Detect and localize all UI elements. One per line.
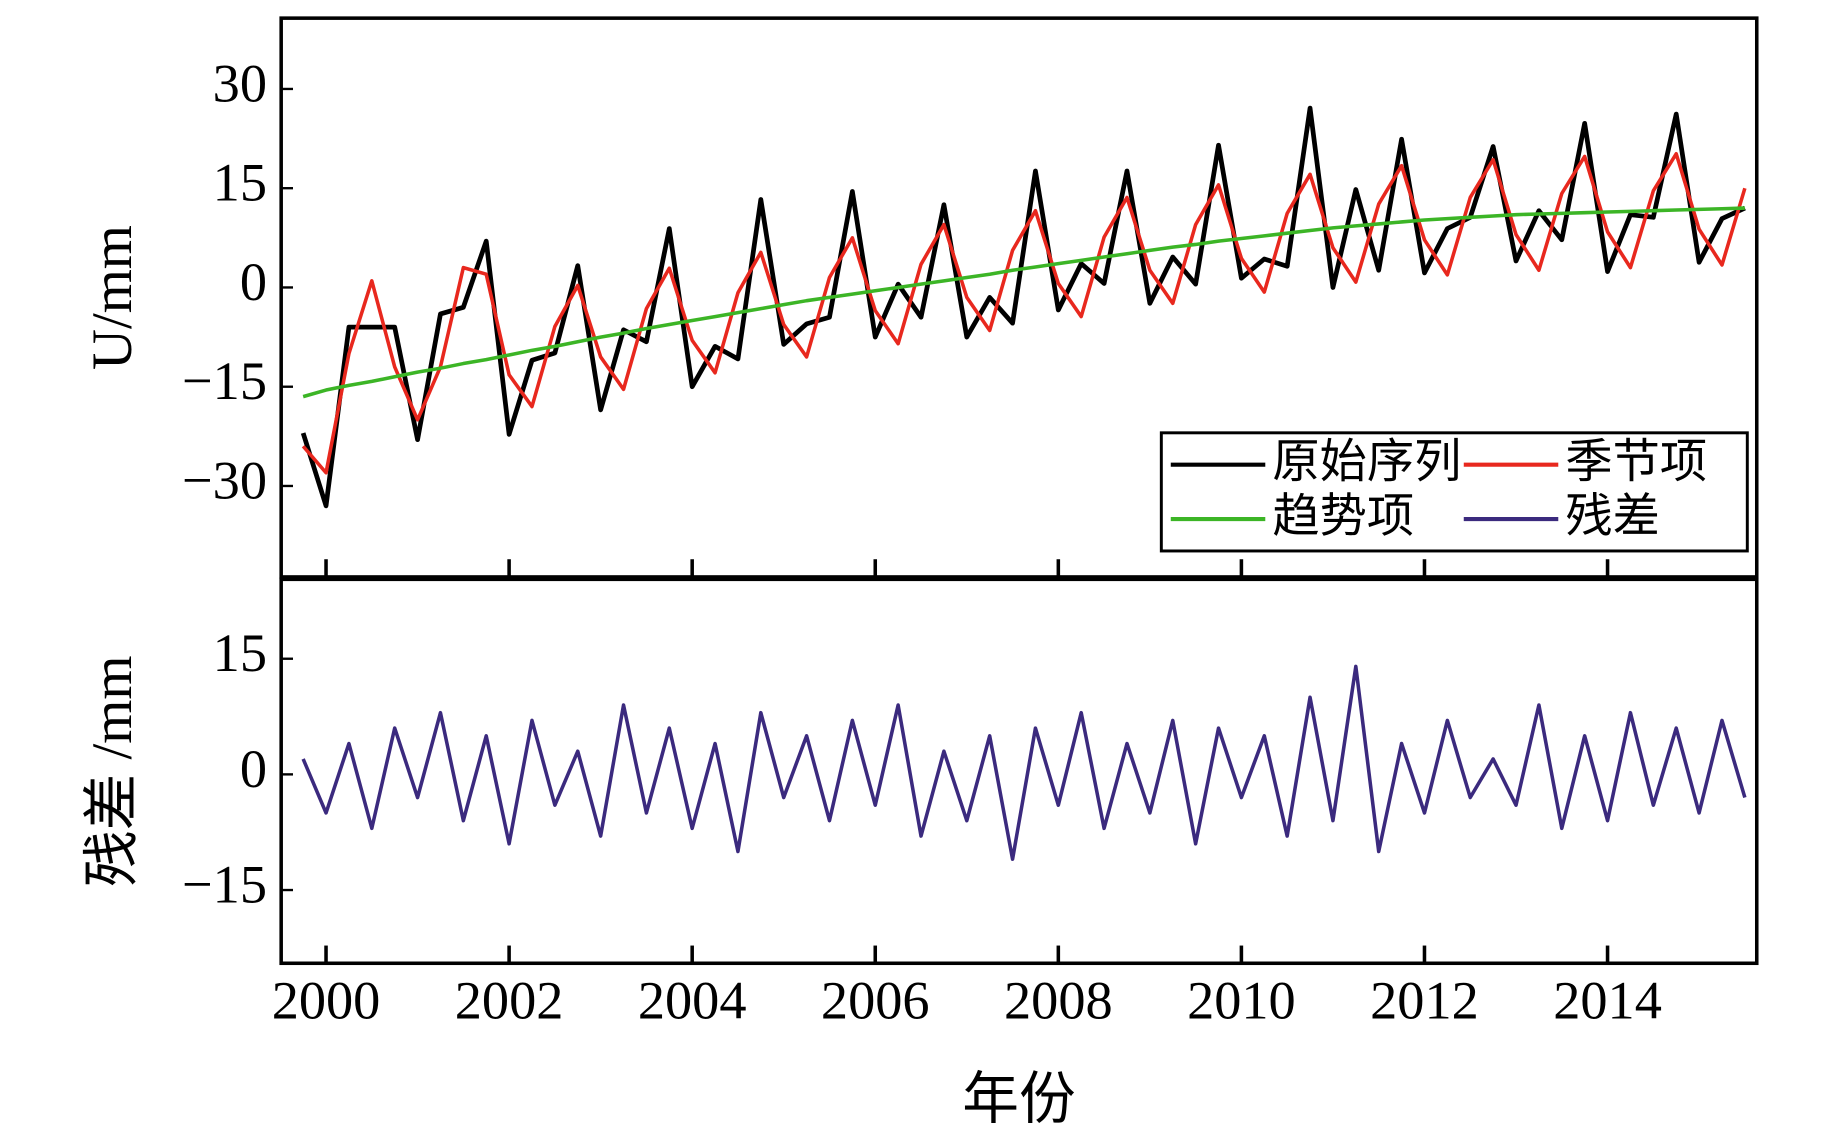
y-axis-label: U/mm: [81, 225, 144, 370]
x-tick-label: 2002: [455, 970, 564, 1030]
y-axis-label: 残差 /mm: [81, 656, 144, 887]
x-tick-label: 2014: [1553, 970, 1662, 1030]
y-tick-label: 0: [240, 252, 267, 312]
y-tick-label: −15: [182, 854, 267, 914]
y-tick-label: −30: [182, 450, 267, 510]
legend-label: 季节项: [1565, 435, 1707, 490]
plot-frame: [279, 577, 1759, 966]
y-tick-label: 15: [213, 623, 267, 683]
plot-area: [301, 664, 1747, 861]
y-tick-label: 30: [213, 53, 267, 113]
y-tick-label: 0: [240, 739, 267, 799]
series-line: [301, 152, 1747, 475]
legend-label: 残差: [1565, 489, 1660, 544]
x-tick-label: 2004: [638, 970, 747, 1030]
series-line: [301, 664, 1747, 861]
y-tick-label: −15: [182, 351, 267, 411]
x-axis-label: 年份: [962, 1068, 1075, 1131]
series-line: [300, 105, 1746, 509]
x-tick-label: 2008: [1004, 970, 1113, 1030]
x-tick-label: 2012: [1370, 970, 1479, 1030]
x-tick-label: 2010: [1187, 970, 1296, 1030]
legend-label: 原始序列: [1272, 435, 1461, 490]
x-tick-label: 2006: [821, 970, 930, 1030]
plot-frame: [279, 16, 1759, 579]
series-line: [302, 206, 1745, 399]
y-tick-label: 15: [213, 153, 267, 213]
legend-box: [1159, 431, 1749, 553]
legend-label: 趋势项: [1272, 489, 1414, 544]
x-tick-label: 2000: [272, 970, 381, 1030]
plot-area: [300, 105, 1747, 509]
